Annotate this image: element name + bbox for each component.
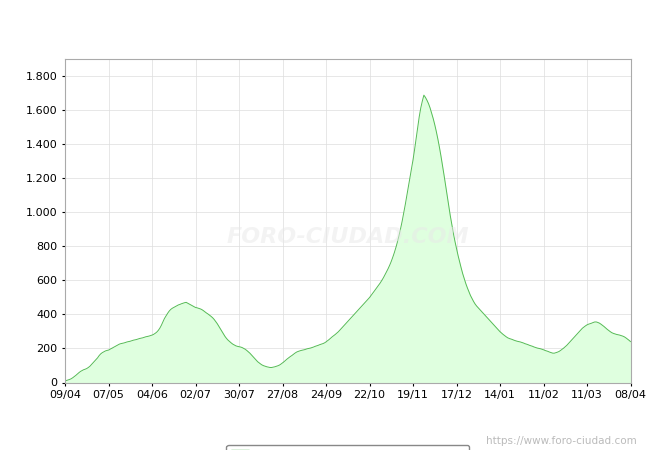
Text: Municipio de La Carolina - COVID-19: Municipio de La Carolina - COVID-19 [187, 11, 463, 26]
Text: https://www.foro-ciudad.com: https://www.foro-ciudad.com [486, 436, 637, 446]
Legend: Tasa PCR 14 días por 100.000 Hab.: Tasa PCR 14 días por 100.000 Hab. [226, 445, 469, 450]
Text: FORO-CIUDAD.COM: FORO-CIUDAD.COM [226, 227, 469, 247]
